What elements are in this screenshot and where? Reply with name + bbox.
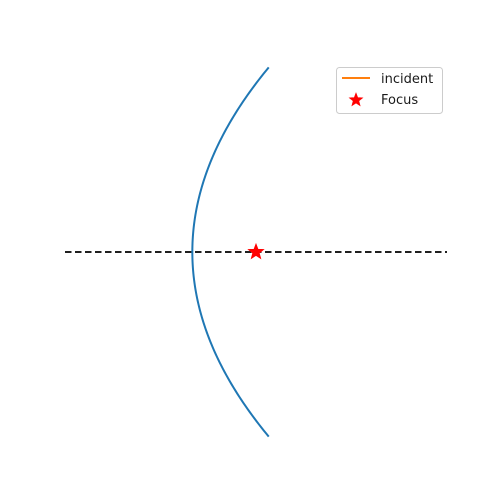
focus-point-star: [247, 242, 265, 260]
plot-area: [65, 66, 447, 438]
legend-focus-star-icon: [348, 92, 364, 107]
mirror-curve-line: [191, 66, 270, 438]
legend-focus-label: Focus: [381, 93, 418, 108]
legend: incident Focus: [336, 67, 443, 114]
legend-incident-label: incident: [381, 72, 433, 87]
